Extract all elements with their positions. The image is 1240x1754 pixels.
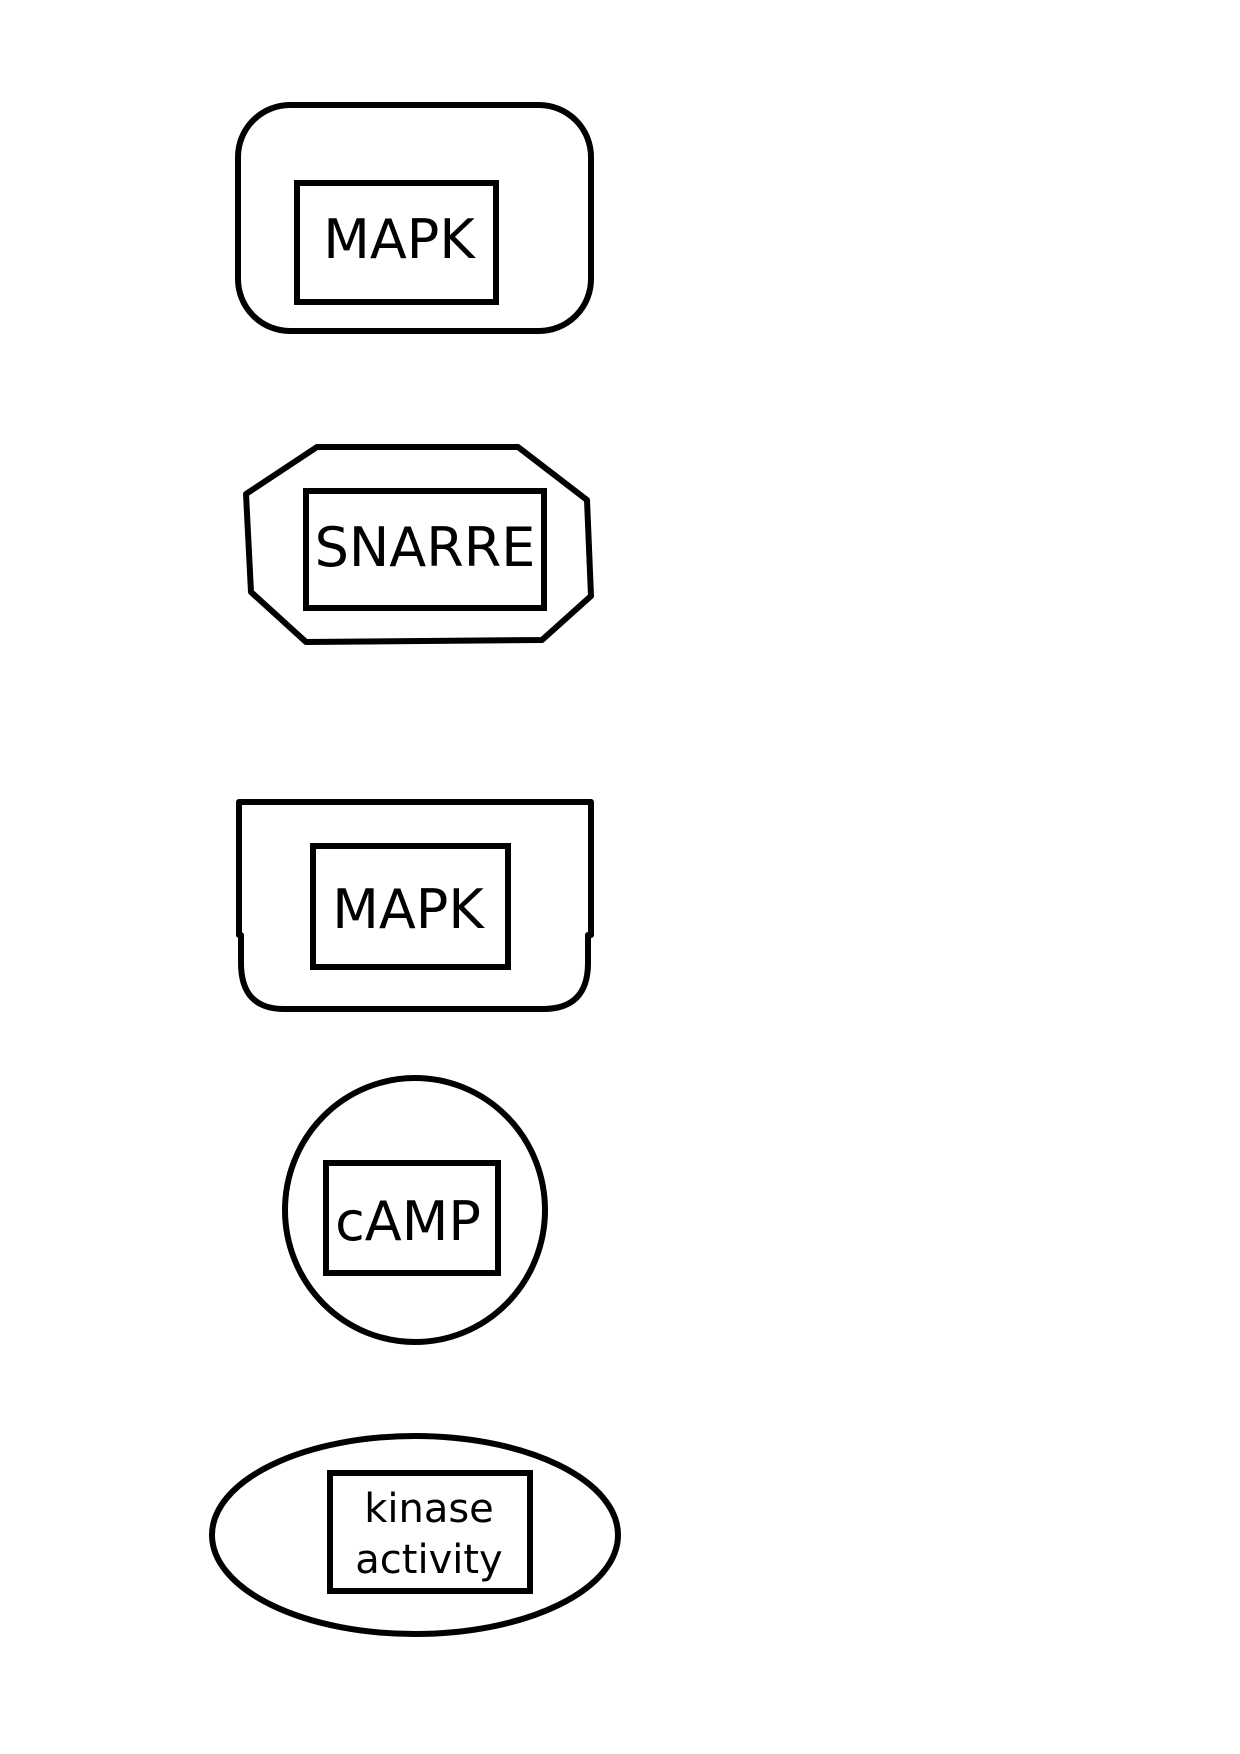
rounded-bottom-rectangle-shape <box>236 799 594 1012</box>
node-mapk-nucleic-acid-feature[interactable]: MAPK <box>236 799 594 1012</box>
node-label: MAPK <box>323 208 476 271</box>
ellipse-shape <box>209 1433 621 1637</box>
node-snarre-complex[interactable]: SNARRE <box>243 444 594 645</box>
label-box <box>294 180 499 305</box>
node-label: cAMP <box>335 1190 481 1253</box>
label-box <box>310 843 511 970</box>
rounded-rectangle-shape <box>235 102 594 334</box>
node-label: MAPK <box>332 878 485 941</box>
label-box <box>303 488 547 611</box>
label-box <box>327 1470 533 1594</box>
node-label-line-1: kinase <box>364 1486 494 1532</box>
node-label: SNARRE <box>315 516 536 579</box>
node-camp-simple-chemical[interactable]: cAMP <box>282 1075 548 1345</box>
node-kinase-activity-process[interactable]: kinase activity <box>209 1433 621 1637</box>
label-box <box>323 1160 501 1276</box>
circle-shape <box>282 1075 548 1345</box>
node-mapk-macromolecule[interactable]: MAPK <box>235 102 594 334</box>
octagon-shape <box>243 444 594 645</box>
node-label-line-2: activity <box>355 1537 502 1583</box>
